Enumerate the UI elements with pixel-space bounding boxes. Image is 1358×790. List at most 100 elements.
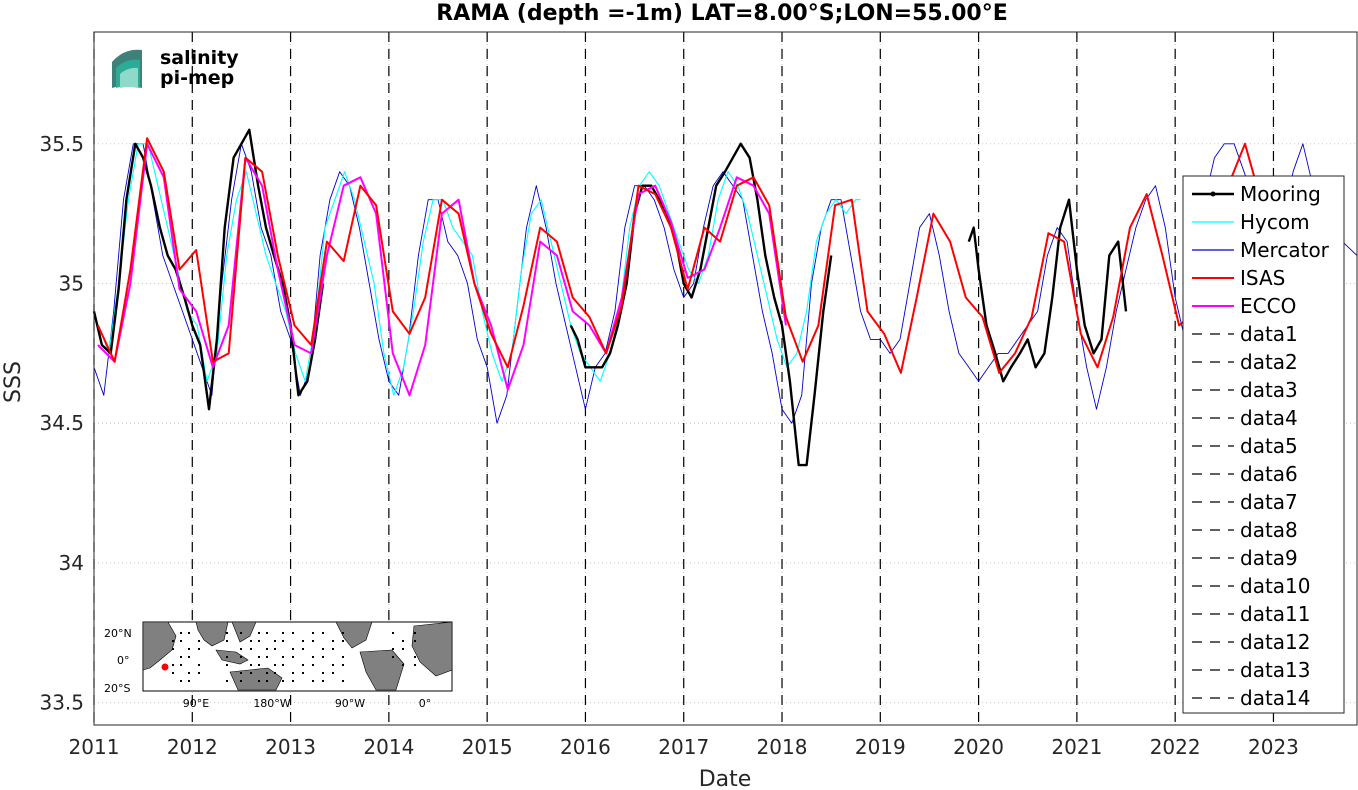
x-tick-label: 2015 (462, 735, 513, 759)
inset-mooring-dot (312, 664, 314, 666)
inset-mooring-dot (198, 648, 200, 650)
inset-mooring-dot (188, 632, 190, 634)
inset-mooring-dot (188, 648, 190, 650)
inset-mooring-dot (226, 680, 228, 682)
inset-mooring-dot (282, 680, 284, 682)
inset-mooring-dot (172, 664, 174, 666)
inset-mooring-dot (172, 672, 174, 674)
inset-mooring-dot (292, 648, 294, 650)
legend-label: ECCO (1240, 294, 1296, 318)
chart-title: RAMA (depth =-1m) LAT=8.00°S;LON=55.00°E (436, 1, 1007, 26)
inset-mooring-dot (240, 656, 242, 658)
inset-mooring-dot (240, 672, 242, 674)
inset-landmasses (142, 621, 453, 691)
legend-marker (1210, 191, 1216, 197)
inset-mooring-dots (172, 632, 416, 682)
x-tick-label: 2021 (1051, 735, 1102, 759)
inset-mooring-dot (250, 672, 252, 674)
legend-label: data13 (1240, 658, 1311, 682)
series-line-mooring (967, 198, 1128, 383)
inset-mooring-dot (312, 632, 314, 634)
legend-label: ISAS (1240, 266, 1285, 290)
inset-mooring-dot (188, 672, 190, 674)
inset-mooring-dot (332, 672, 334, 674)
inset-map-frame (142, 621, 453, 692)
inset-mooring-dot (392, 656, 394, 658)
inset-location-map: 20°N 0° 20°S 90°E 180°W 90°W 0° (104, 621, 453, 710)
inset-mooring-dot (240, 632, 242, 634)
inset-lon-label-0: 0° (419, 697, 432, 710)
inset-mooring-dot (414, 640, 416, 642)
inset-mooring-dot (198, 672, 200, 674)
inset-mooring-dot (342, 656, 344, 658)
x-tick-label: 2011 (69, 735, 120, 759)
inset-mooring-dot (266, 632, 268, 634)
inset-mooring-dot (302, 664, 304, 666)
year-boundary-lines (93, 32, 1275, 725)
inset-mooring-dot (172, 640, 174, 642)
logo-waves-icon (112, 49, 142, 88)
legend-label: Mercator (1240, 238, 1330, 262)
inset-mooring-dot (282, 664, 284, 666)
inset-mooring-dot (332, 664, 334, 666)
inset-lon-label-90e: 90°E (183, 697, 209, 710)
x-tick-label: 2012 (167, 735, 218, 759)
inset-mooring-dot (266, 680, 268, 682)
inset-mooring-dot (292, 680, 294, 682)
logo-text-salinity: salinity (160, 47, 239, 69)
legend-label: data2 (1240, 350, 1298, 374)
inset-mooring-dot (188, 656, 190, 658)
x-tick-label: 2020 (953, 735, 1004, 759)
logo-text-pimep: pi-mep (160, 67, 234, 89)
inset-mooring-dot (180, 640, 182, 642)
inset-mooring-dot (274, 648, 276, 650)
inset-mooring-dot (240, 648, 242, 650)
legend-label: Hycom (1240, 210, 1310, 234)
inset-mooring-dot (342, 640, 344, 642)
inset-mooring-dot (226, 664, 228, 666)
x-tick-label: 2014 (363, 735, 414, 759)
inset-mooring-dot (332, 648, 334, 650)
series-line-ecco (97, 142, 787, 397)
inset-mooring-dot (322, 648, 324, 650)
inset-mooring-dot (274, 664, 276, 666)
inset-mooring-dot (258, 656, 260, 658)
x-axis-label: Date (699, 767, 752, 790)
inset-mooring-dot (274, 672, 276, 674)
inset-mooring-dot (342, 680, 344, 682)
x-tick-label: 2018 (757, 735, 808, 759)
legend-label: data4 (1240, 406, 1298, 430)
inset-mooring-dot (258, 680, 260, 682)
inset-mooring-dot (392, 632, 394, 634)
legend-label: data3 (1240, 378, 1298, 402)
inset-mooring-dot (322, 656, 324, 658)
inset-mooring-dot (274, 640, 276, 642)
inset-mooring-dot (188, 680, 190, 682)
y-tick-label: 33.5 (39, 691, 84, 715)
inset-mooring-dot (332, 640, 334, 642)
inset-mooring-dot (266, 648, 268, 650)
inset-mooring-dot (342, 632, 344, 634)
series-line-isas (96, 137, 1279, 374)
inset-mooring-dot (302, 640, 304, 642)
inset-mooring-dot (402, 664, 404, 666)
inset-mooring-dot (198, 640, 200, 642)
inset-mooring-dot (302, 648, 304, 650)
inset-mooring-dot (266, 656, 268, 658)
inset-mooring-dot (198, 664, 200, 666)
inset-mooring-dot (180, 680, 182, 682)
legend-label: data11 (1240, 602, 1311, 626)
inset-mooring-dot (282, 656, 284, 658)
inset-mooring-dot (240, 680, 242, 682)
inset-mooring-dot (402, 648, 404, 650)
legend-label: Mooring (1240, 182, 1321, 206)
inset-mooring-dot (282, 640, 284, 642)
inset-lon-label-180w: 180°W (253, 697, 290, 710)
inset-mooring-dot (282, 632, 284, 634)
inset-lat-label-20s: 20°S (104, 682, 130, 695)
salinity-pi-mep-logo: salinity pi-mep (112, 47, 239, 89)
inset-mooring-dot (292, 672, 294, 674)
y-axis-label: SSS (1, 361, 26, 403)
inset-mooring-dot (312, 640, 314, 642)
